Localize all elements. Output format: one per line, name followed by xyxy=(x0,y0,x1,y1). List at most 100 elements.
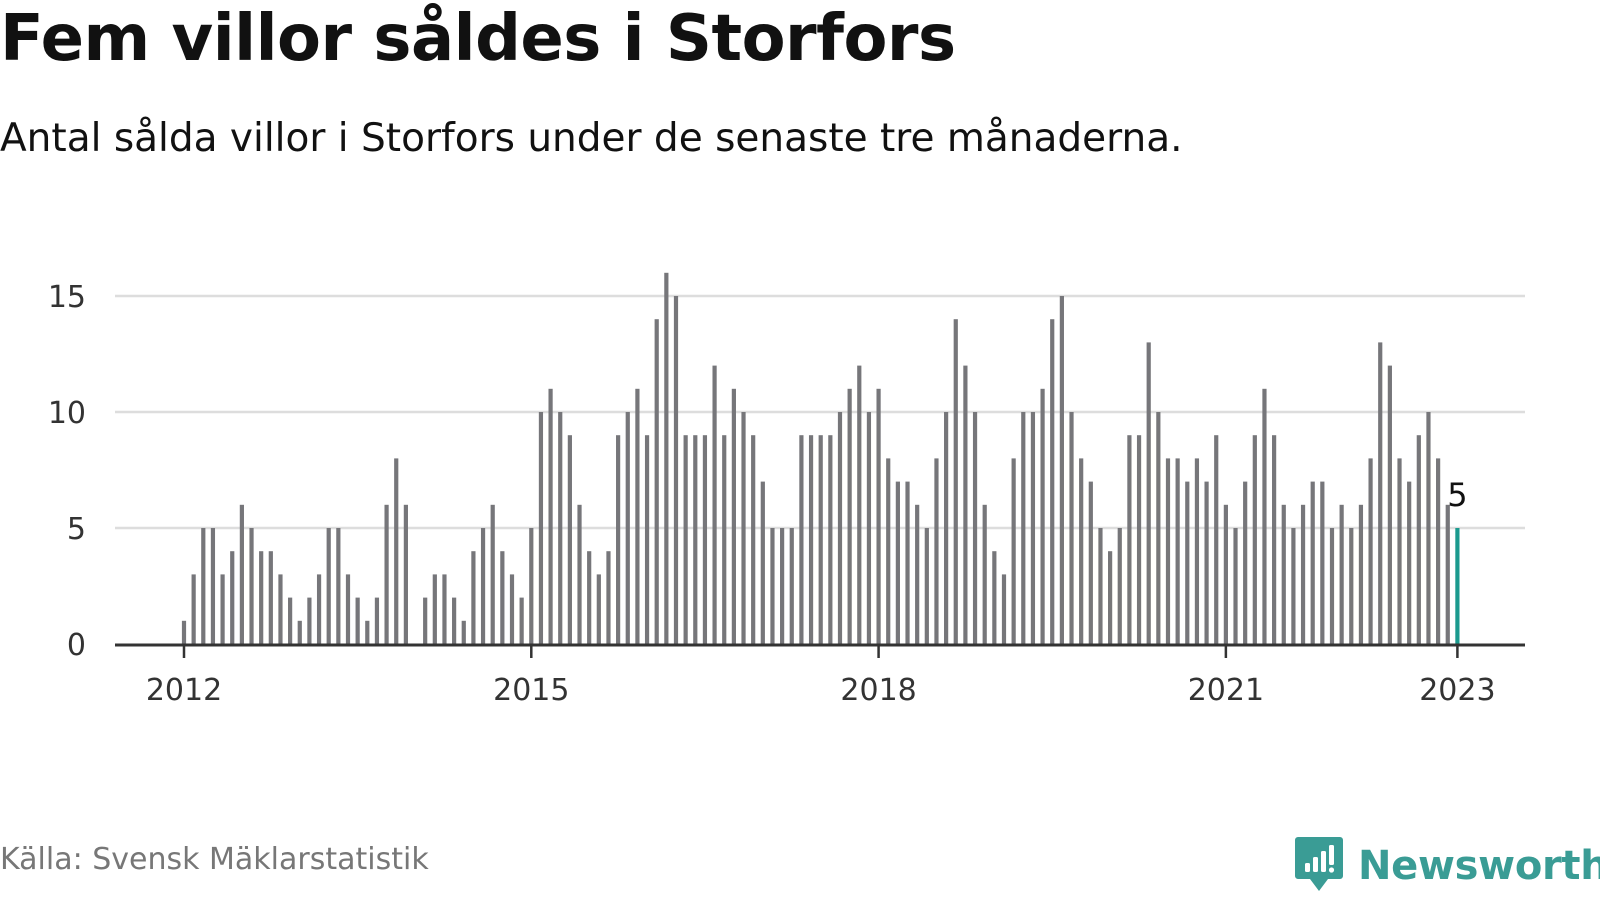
bar xyxy=(558,412,563,644)
bar xyxy=(403,504,408,644)
bar xyxy=(1136,435,1142,644)
bar xyxy=(1272,435,1277,644)
bar xyxy=(616,435,621,644)
bar xyxy=(1185,481,1190,644)
bar xyxy=(953,319,958,644)
bar xyxy=(1165,458,1171,644)
bar xyxy=(789,528,794,644)
bar xyxy=(345,574,351,644)
bar xyxy=(1214,435,1219,644)
bar xyxy=(268,551,273,644)
bar xyxy=(1156,412,1161,644)
bar xyxy=(1243,481,1248,644)
bar xyxy=(1358,504,1364,644)
bar xyxy=(307,597,312,644)
bar xyxy=(500,551,505,644)
bar xyxy=(837,412,843,644)
bar xyxy=(799,435,804,644)
brand-logo: Newsworthy xyxy=(1294,835,1600,897)
bar xyxy=(712,365,717,644)
bar xyxy=(297,620,302,644)
bar xyxy=(1021,412,1026,644)
y-axis-ticks: 0 5 10 15 xyxy=(48,280,86,663)
bar xyxy=(249,528,254,644)
bar xyxy=(1397,458,1402,644)
bar xyxy=(365,620,370,644)
y-tick-label: 5 xyxy=(67,512,86,547)
bar xyxy=(1281,504,1286,644)
bar xyxy=(519,597,524,644)
bar xyxy=(1233,528,1238,644)
bar xyxy=(442,574,447,644)
x-tick-label: 2018 xyxy=(840,673,916,708)
bar xyxy=(760,481,765,644)
bar xyxy=(924,528,929,644)
bar xyxy=(1426,412,1431,644)
bar xyxy=(992,551,997,644)
bar xyxy=(423,597,428,644)
bar xyxy=(1436,458,1441,644)
bar xyxy=(1146,342,1151,644)
bar xyxy=(847,388,852,644)
bar xyxy=(239,504,244,644)
bar xyxy=(1069,412,1074,644)
bar xyxy=(683,435,688,644)
bar xyxy=(336,528,341,644)
bar xyxy=(1349,528,1354,644)
bar xyxy=(1416,435,1421,644)
bar xyxy=(1339,504,1344,644)
bar xyxy=(374,597,380,644)
bar xyxy=(886,458,891,644)
bar xyxy=(828,435,833,644)
bar xyxy=(1098,528,1103,644)
bar xyxy=(452,597,457,644)
newsworthy-logo-icon xyxy=(1294,835,1344,897)
bar xyxy=(191,574,196,644)
bar xyxy=(471,551,476,644)
bar xyxy=(982,504,987,644)
bar xyxy=(731,388,736,644)
bar xyxy=(1011,458,1016,644)
bar xyxy=(808,435,814,644)
bar xyxy=(288,597,293,644)
bar xyxy=(895,481,900,644)
bar xyxy=(635,388,640,644)
bar xyxy=(490,504,495,644)
x-tick-label: 2023 xyxy=(1419,673,1495,708)
bar xyxy=(1310,481,1315,644)
bar-highlight xyxy=(1455,528,1460,644)
chart-subtitle: Antal sålda villor i Storfors under de s… xyxy=(0,116,1183,161)
bar xyxy=(673,296,679,644)
bar xyxy=(326,528,331,644)
bar xyxy=(1108,551,1113,644)
bar xyxy=(1368,458,1373,644)
bar xyxy=(201,528,206,644)
bar xyxy=(1320,481,1325,644)
highlight-value-label: 5 xyxy=(1447,476,1467,514)
bar xyxy=(606,551,611,644)
bar xyxy=(596,574,601,644)
bar xyxy=(1291,528,1296,644)
bar xyxy=(915,504,920,644)
bar xyxy=(316,574,322,644)
bar xyxy=(1040,388,1045,644)
bar xyxy=(722,435,727,644)
bar xyxy=(905,481,910,644)
bar xyxy=(1407,481,1412,644)
bar xyxy=(751,435,756,644)
bar xyxy=(818,435,823,644)
bar xyxy=(1001,574,1007,644)
bar xyxy=(876,388,881,644)
bar xyxy=(538,412,544,644)
bar xyxy=(461,620,466,644)
bar xyxy=(1378,342,1383,644)
bar xyxy=(702,435,708,644)
bar xyxy=(1117,528,1122,644)
bar xyxy=(230,551,235,644)
bar xyxy=(693,435,698,644)
bar xyxy=(741,412,746,644)
bar xyxy=(384,504,389,644)
bar xyxy=(1329,528,1335,644)
bar xyxy=(644,435,650,644)
